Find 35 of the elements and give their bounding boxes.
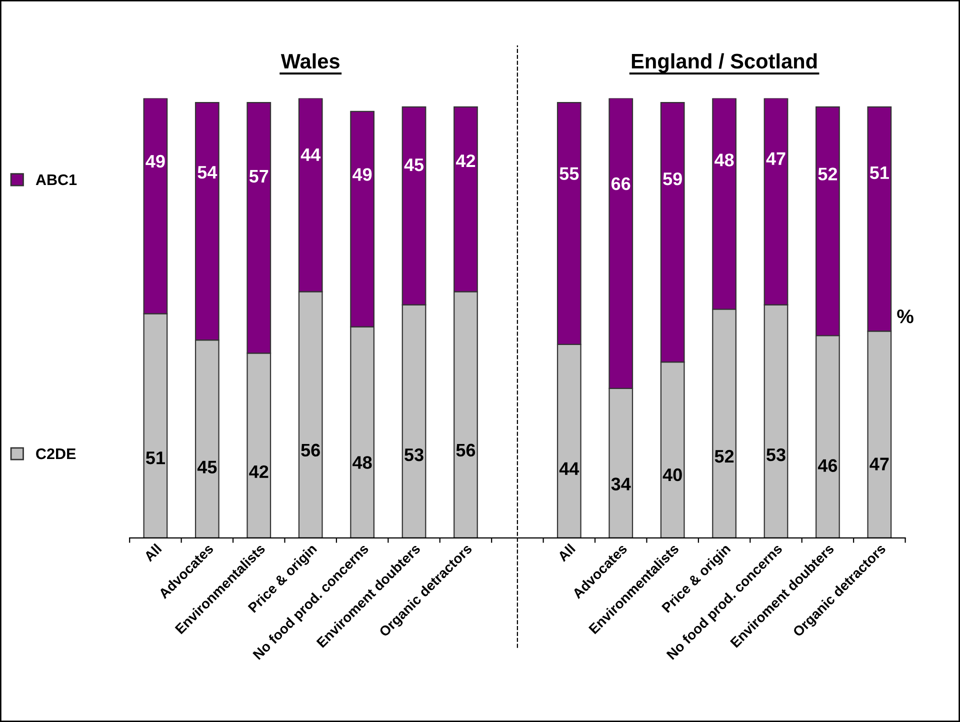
text: England / Scotland (632, 53, 817, 73)
data-label: 44 (300, 148, 321, 161)
data-label: 42 (249, 465, 268, 478)
data-label: 53 (766, 448, 786, 462)
data-label: 53 (404, 448, 424, 462)
data-label: 52 (714, 450, 734, 463)
data-label: 51 (146, 452, 165, 464)
data-label: 45 (197, 460, 217, 474)
data-label: 52 (818, 168, 838, 180)
x-tick-label: All (556, 543, 576, 562)
data-label: 55 (560, 167, 579, 180)
data-label: 48 (352, 456, 372, 469)
data-label: 51 (870, 166, 889, 180)
data-label: 42 (456, 154, 476, 168)
data-label: 49 (146, 154, 165, 168)
data-label: 47 (766, 152, 786, 165)
data-label: 47 (870, 458, 889, 470)
data-label: 56 (301, 444, 320, 457)
x-tick-label: All (143, 543, 162, 562)
data-label: 57 (249, 170, 268, 183)
text: Wales (280, 53, 340, 69)
data-label: 66 (611, 177, 630, 190)
y-axis-title: % (897, 310, 914, 324)
legend-label: ABC1 (36, 174, 77, 186)
data-label: 40 (662, 468, 682, 482)
legend-label: C2DE (36, 448, 76, 460)
data-label: 46 (818, 459, 838, 472)
data-label: 54 (198, 166, 218, 179)
data-label: 56 (456, 444, 476, 457)
data-label: 45 (404, 158, 424, 172)
data-label: 49 (352, 168, 372, 181)
data-label: 44 (559, 462, 580, 475)
data-label: 48 (714, 154, 734, 166)
data-label: 59 (663, 172, 682, 186)
data-label: 34 (611, 478, 631, 490)
